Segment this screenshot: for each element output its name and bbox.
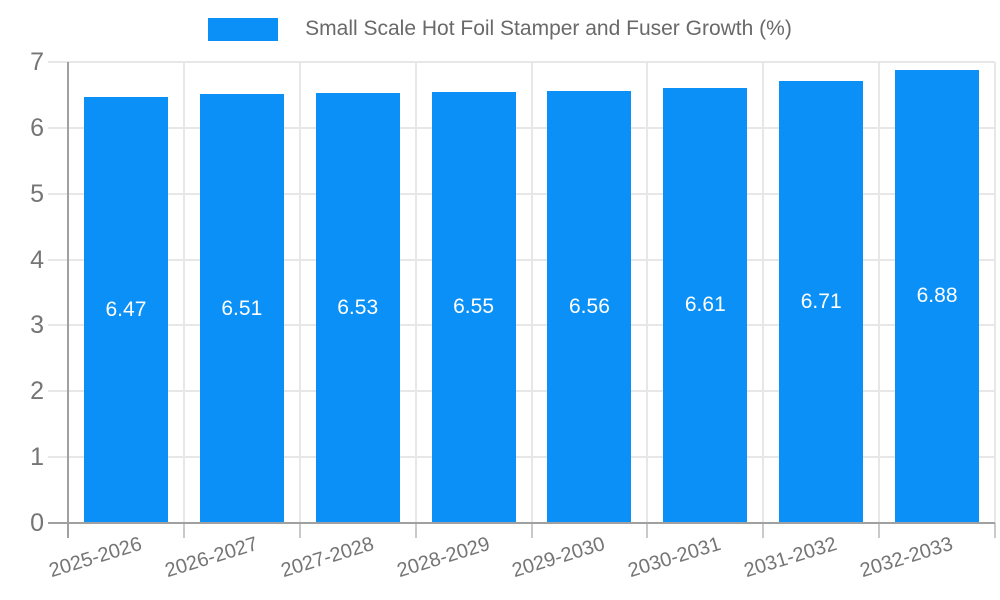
bar: 6.55 (431, 91, 516, 523)
x-tick-mark (414, 523, 417, 538)
x-tick-mark (530, 523, 533, 538)
x-gridline (762, 62, 765, 523)
x-tick-mark (182, 523, 185, 538)
y-gridline (48, 324, 995, 327)
bar-value-label: 6.56 (569, 294, 610, 318)
x-gridline (530, 62, 533, 523)
y-tick-label: 2 (30, 377, 44, 406)
bar: 6.51 (199, 94, 284, 523)
x-axis-baseline (48, 522, 995, 524)
y-tick-label: 4 (30, 245, 44, 274)
x-tick-mark (298, 523, 301, 538)
x-tick-mark (646, 523, 649, 538)
x-tick-mark (878, 523, 881, 538)
y-gridline (48, 192, 995, 195)
bar-value-label: 6.47 (105, 297, 147, 321)
bar: 6.47 (83, 96, 168, 523)
bar-value-label: 6.88 (916, 284, 958, 308)
bar-value-label: 6.55 (453, 295, 494, 319)
legend: Small Scale Hot Foil Stamper and Fuser G… (0, 17, 1000, 41)
bar-value-label: 6.53 (337, 295, 379, 319)
bar-value-label: 6.61 (684, 293, 726, 317)
y-gridline (48, 61, 995, 63)
x-gridline (414, 62, 417, 523)
bar: 6.88 (895, 69, 980, 523)
bar: 6.71 (779, 81, 864, 523)
bar-value-label: 6.51 (221, 296, 263, 320)
legend-swatch (208, 17, 279, 41)
bar: 6.61 (663, 87, 748, 523)
y-tick-label: 1 (30, 443, 44, 472)
x-gridline (878, 62, 881, 523)
y-tick-label: 5 (30, 179, 44, 208)
y-gridline (48, 126, 995, 129)
y-tick-label: 0 (30, 509, 44, 537)
y-gridline (48, 258, 995, 261)
y-axis-line (67, 62, 69, 538)
bar: 6.56 (547, 90, 632, 523)
x-gridline (646, 62, 649, 523)
y-tick-label: 3 (30, 311, 44, 340)
x-tick-mark (762, 523, 765, 538)
y-tick-label: 7 (30, 48, 44, 76)
y-gridline (48, 390, 995, 393)
bar: 6.53 (315, 92, 400, 523)
x-tick-mark (994, 523, 996, 538)
x-gridline (994, 62, 996, 523)
y-gridline (48, 456, 995, 459)
legend-label: Small Scale Hot Foil Stamper and Fuser G… (305, 17, 792, 40)
x-gridline (182, 62, 185, 523)
bar-value-label: 6.71 (800, 290, 842, 314)
x-gridline (298, 62, 301, 523)
y-tick-label: 6 (30, 113, 44, 142)
